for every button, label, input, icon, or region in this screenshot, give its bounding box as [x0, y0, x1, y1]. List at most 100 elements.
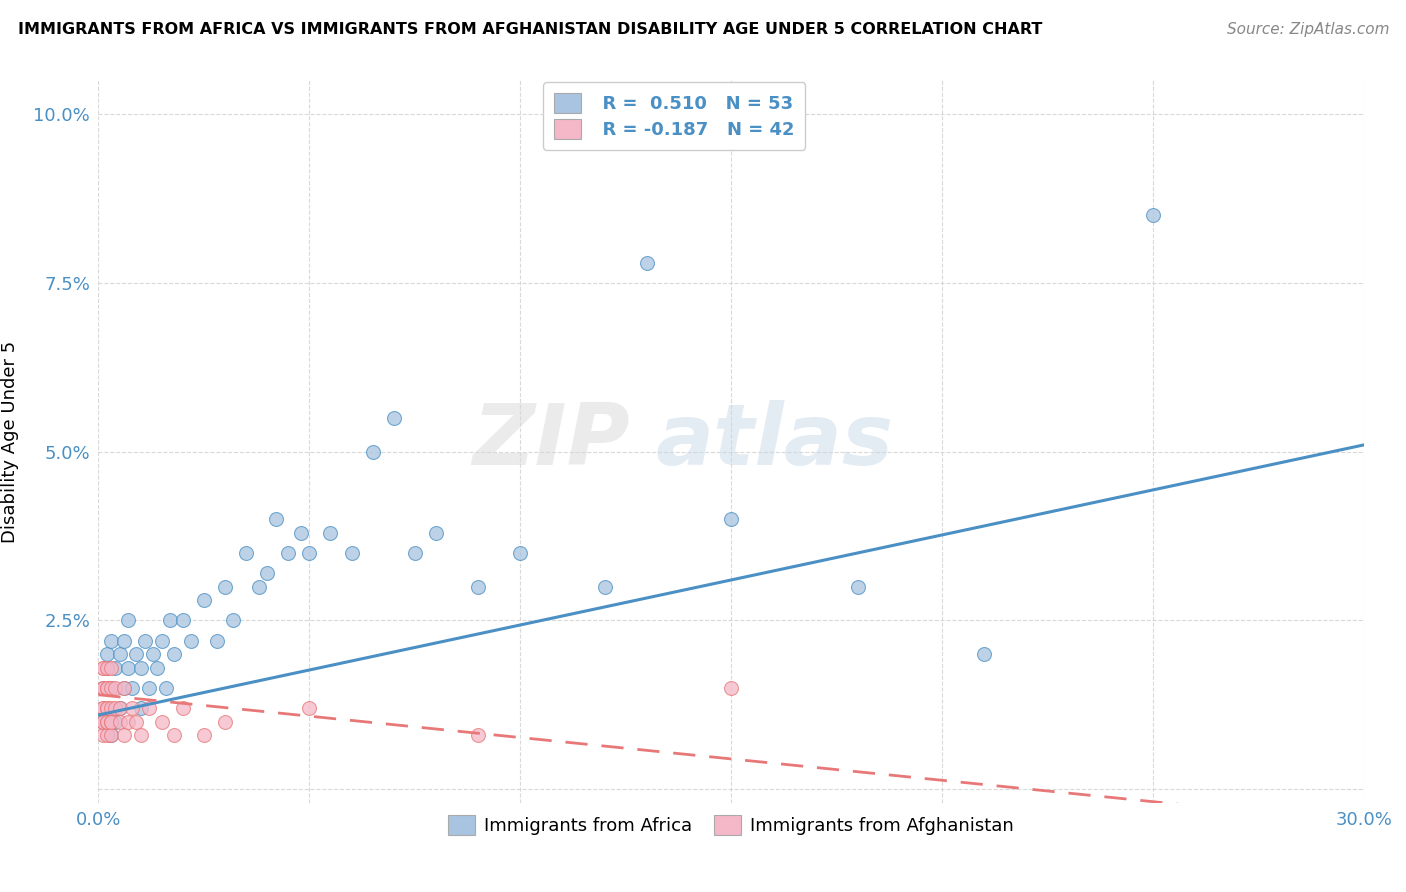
Point — [205, 633, 228, 648]
Point — [193, 593, 215, 607]
Point — [100, 701, 122, 715]
Point — [117, 661, 139, 675]
Point — [96, 661, 118, 675]
Point — [100, 681, 122, 695]
Point — [235, 546, 257, 560]
Text: IMMIGRANTS FROM AFRICA VS IMMIGRANTS FROM AFGHANISTAN DISABILITY AGE UNDER 5 COR: IMMIGRANTS FROM AFRICA VS IMMIGRANTS FRO… — [18, 22, 1043, 37]
Point — [91, 681, 114, 695]
Point — [91, 728, 114, 742]
Point — [96, 681, 118, 695]
Text: ZIP: ZIP — [472, 400, 630, 483]
Point — [121, 681, 143, 695]
Point — [247, 580, 270, 594]
Point — [129, 728, 152, 742]
Point — [425, 525, 447, 540]
Point — [319, 525, 342, 540]
Point — [129, 661, 152, 675]
Point — [117, 714, 139, 729]
Point — [112, 681, 135, 695]
Point — [91, 714, 114, 729]
Point — [193, 728, 215, 742]
Point — [100, 714, 122, 729]
Point — [340, 546, 363, 560]
Point — [96, 701, 118, 715]
Point — [100, 728, 122, 742]
Point — [100, 681, 122, 695]
Point — [108, 701, 131, 715]
Point — [404, 546, 426, 560]
Point — [155, 681, 177, 695]
Point — [134, 633, 156, 648]
Point — [129, 701, 152, 715]
Point — [100, 714, 122, 729]
Point — [104, 714, 127, 729]
Point — [108, 714, 131, 729]
Point — [96, 714, 118, 729]
Point — [108, 647, 131, 661]
Point — [91, 661, 114, 675]
Point — [150, 633, 173, 648]
Point — [91, 701, 114, 715]
Point — [214, 580, 236, 594]
Point — [96, 681, 118, 695]
Point — [138, 701, 160, 715]
Point — [159, 614, 181, 628]
Point — [104, 661, 127, 675]
Point — [846, 580, 869, 594]
Point — [298, 546, 321, 560]
Point — [100, 728, 122, 742]
Point — [112, 681, 135, 695]
Point — [720, 512, 742, 526]
Point — [112, 633, 135, 648]
Point — [163, 647, 186, 661]
Point — [96, 714, 118, 729]
Point — [636, 255, 658, 269]
Point — [91, 714, 114, 729]
Point — [382, 411, 405, 425]
Point — [91, 701, 114, 715]
Point — [104, 681, 127, 695]
Point — [125, 714, 148, 729]
Point — [100, 661, 122, 675]
Point — [222, 614, 245, 628]
Point — [277, 546, 299, 560]
Point — [172, 701, 194, 715]
Point — [1142, 208, 1164, 222]
Point — [150, 714, 173, 729]
Point — [593, 580, 616, 594]
Point — [298, 701, 321, 715]
Point — [290, 525, 312, 540]
Point — [91, 661, 114, 675]
Point — [509, 546, 531, 560]
Point — [91, 681, 114, 695]
Point — [214, 714, 236, 729]
Point — [91, 681, 114, 695]
Point — [117, 614, 139, 628]
Point — [973, 647, 995, 661]
Point — [142, 647, 165, 661]
Point — [96, 647, 118, 661]
Point — [467, 580, 489, 594]
Point — [104, 701, 127, 715]
Point — [108, 701, 131, 715]
Point — [467, 728, 489, 742]
Point — [180, 633, 202, 648]
Text: atlas: atlas — [655, 400, 893, 483]
Point — [91, 714, 114, 729]
Point — [96, 661, 118, 675]
Legend: Immigrants from Africa, Immigrants from Afghanistan: Immigrants from Africa, Immigrants from … — [439, 806, 1024, 845]
Point — [121, 701, 143, 715]
Point — [720, 681, 742, 695]
Point — [96, 728, 118, 742]
Point — [100, 633, 122, 648]
Point — [138, 681, 160, 695]
Point — [163, 728, 186, 742]
Point — [146, 661, 169, 675]
Point — [96, 701, 118, 715]
Point — [96, 701, 118, 715]
Point — [172, 614, 194, 628]
Y-axis label: Disability Age Under 5: Disability Age Under 5 — [1, 341, 20, 542]
Point — [264, 512, 287, 526]
Point — [112, 728, 135, 742]
Text: Source: ZipAtlas.com: Source: ZipAtlas.com — [1226, 22, 1389, 37]
